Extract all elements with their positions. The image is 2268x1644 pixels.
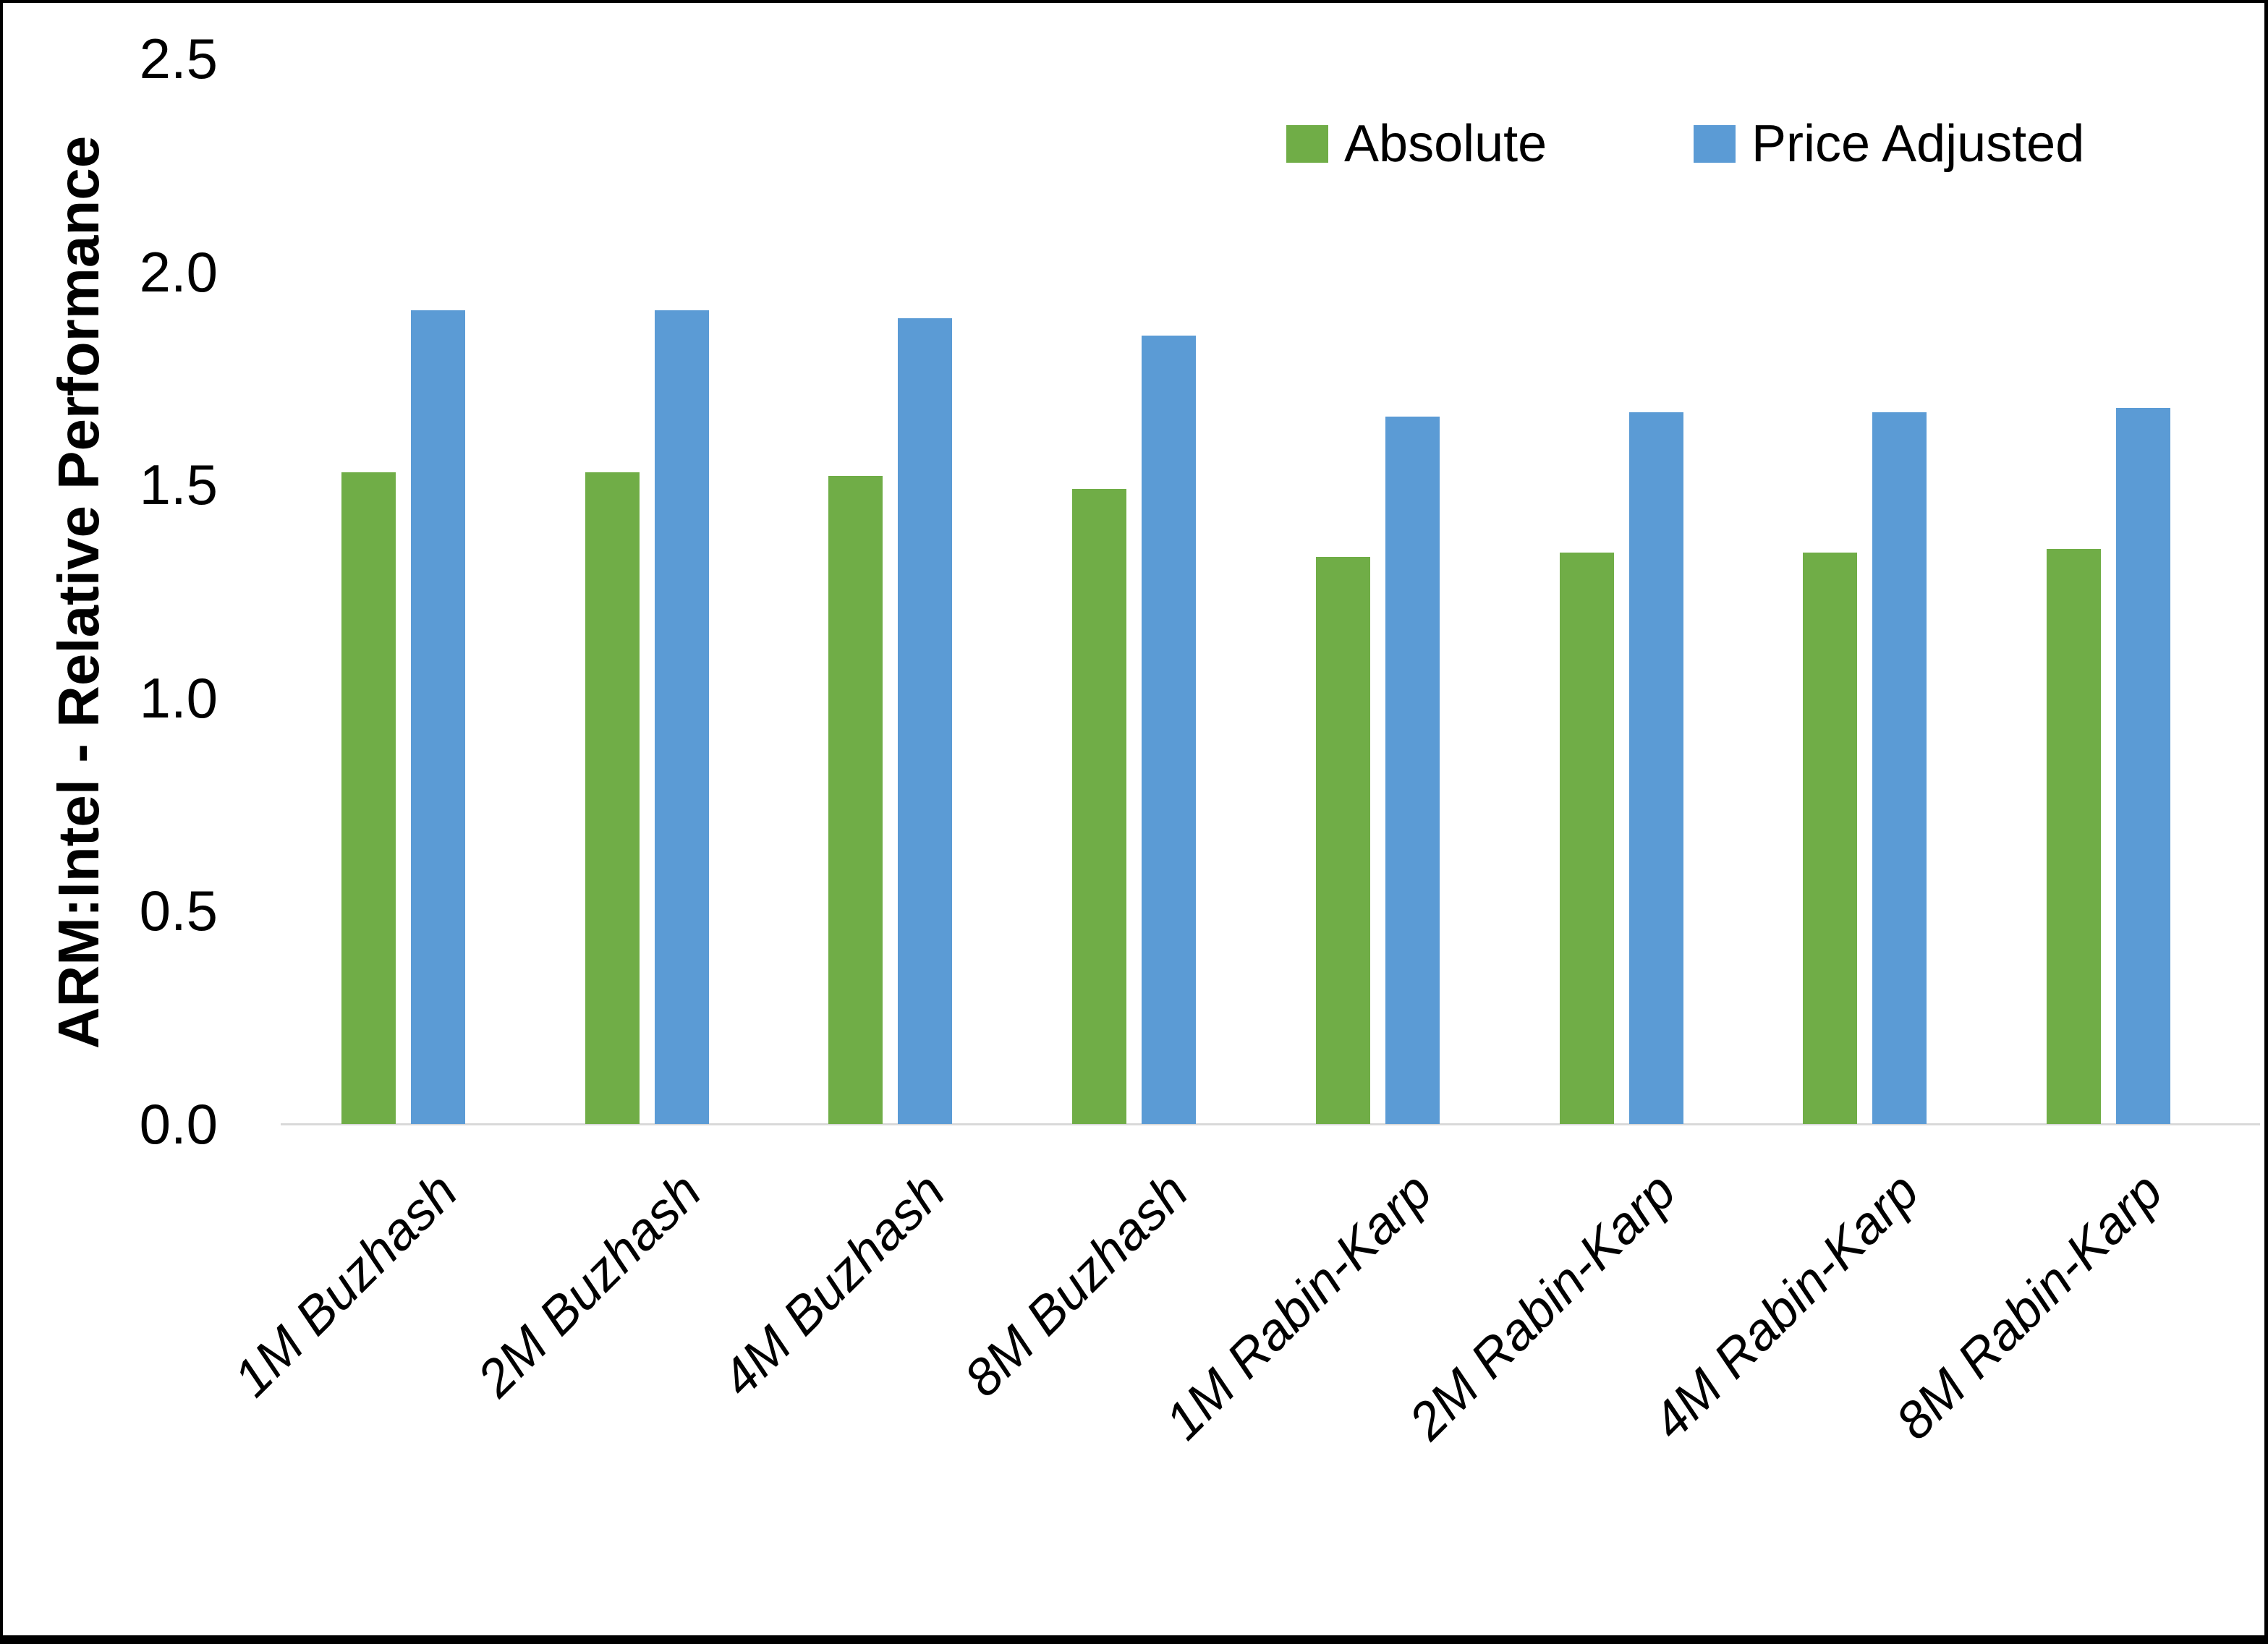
- legend-label-price-adjusted: Price Adjusted: [1751, 115, 2085, 173]
- y-tick-label-2.5: 2.5: [139, 27, 218, 90]
- y-tick-label-0.5: 0.5: [139, 879, 218, 943]
- bar-price-adjusted-2m-buzhash: [654, 310, 709, 1124]
- x-category-label-4m-rabin-karp: 4M Rabin-Karp: [1641, 1162, 1931, 1451]
- x-category-label-2m-buzhash: 2M Buzhash: [467, 1162, 713, 1408]
- legend-swatch-price-adjusted: [1694, 125, 1736, 163]
- y-tick-label-2.0: 2.0: [139, 239, 218, 304]
- bar-absolute-2m-rabin-karp: [1559, 553, 1614, 1124]
- bar-price-adjusted-8m-rabin-karp: [2115, 408, 2170, 1124]
- bar-absolute-4m-rabin-karp: [1803, 553, 1858, 1124]
- legend-label-absolute: Absolute: [1344, 115, 1547, 173]
- x-category-label-1m-rabin-karp: 1M Rabin-Karp: [1154, 1162, 1443, 1451]
- bar-absolute-8m-rabin-karp: [2046, 548, 2101, 1124]
- bar-price-adjusted-4m-rabin-karp: [1872, 412, 1927, 1124]
- legend-swatch-absolute: [1286, 125, 1328, 163]
- bar-price-adjusted-2m-rabin-karp: [1628, 412, 1683, 1124]
- bar-absolute-2m-buzhash: [585, 472, 640, 1124]
- bar-price-adjusted-4m-buzhash: [898, 318, 953, 1124]
- x-category-label-4m-buzhash: 4M Buzhash: [710, 1162, 956, 1408]
- legend-item-absolute: Absolute: [1286, 115, 1547, 173]
- x-category-label-8m-buzhash: 8M Buzhash: [954, 1162, 1200, 1408]
- bar-absolute-1m-buzhash: [341, 472, 396, 1124]
- y-tick-label-0.0: 0.0: [139, 1092, 218, 1156]
- legend-item-price-adjusted: Price Adjusted: [1694, 115, 2085, 173]
- y-tick-label-1.0: 1.0: [139, 665, 218, 730]
- y-tick-label-1.5: 1.5: [139, 453, 218, 517]
- x-axis-line: [281, 1123, 2260, 1125]
- bar-price-adjusted-1m-buzhash: [411, 310, 465, 1124]
- bar-absolute-4m-buzhash: [828, 476, 883, 1124]
- bar-price-adjusted-1m-rabin-karp: [1385, 416, 1440, 1124]
- x-category-label-8m-rabin-karp: 8M Rabin-Karp: [1885, 1162, 2174, 1451]
- legend: Absolute Price Adjusted: [3, 115, 2264, 176]
- bar-price-adjusted-8m-buzhash: [1142, 335, 1197, 1124]
- bar-absolute-1m-rabin-karp: [1315, 557, 1370, 1124]
- bar-absolute-8m-buzhash: [1072, 489, 1127, 1124]
- x-category-label-2m-rabin-karp: 2M Rabin-Karp: [1398, 1162, 1687, 1451]
- x-category-label-1m-buzhash: 1M Buzhash: [223, 1162, 469, 1408]
